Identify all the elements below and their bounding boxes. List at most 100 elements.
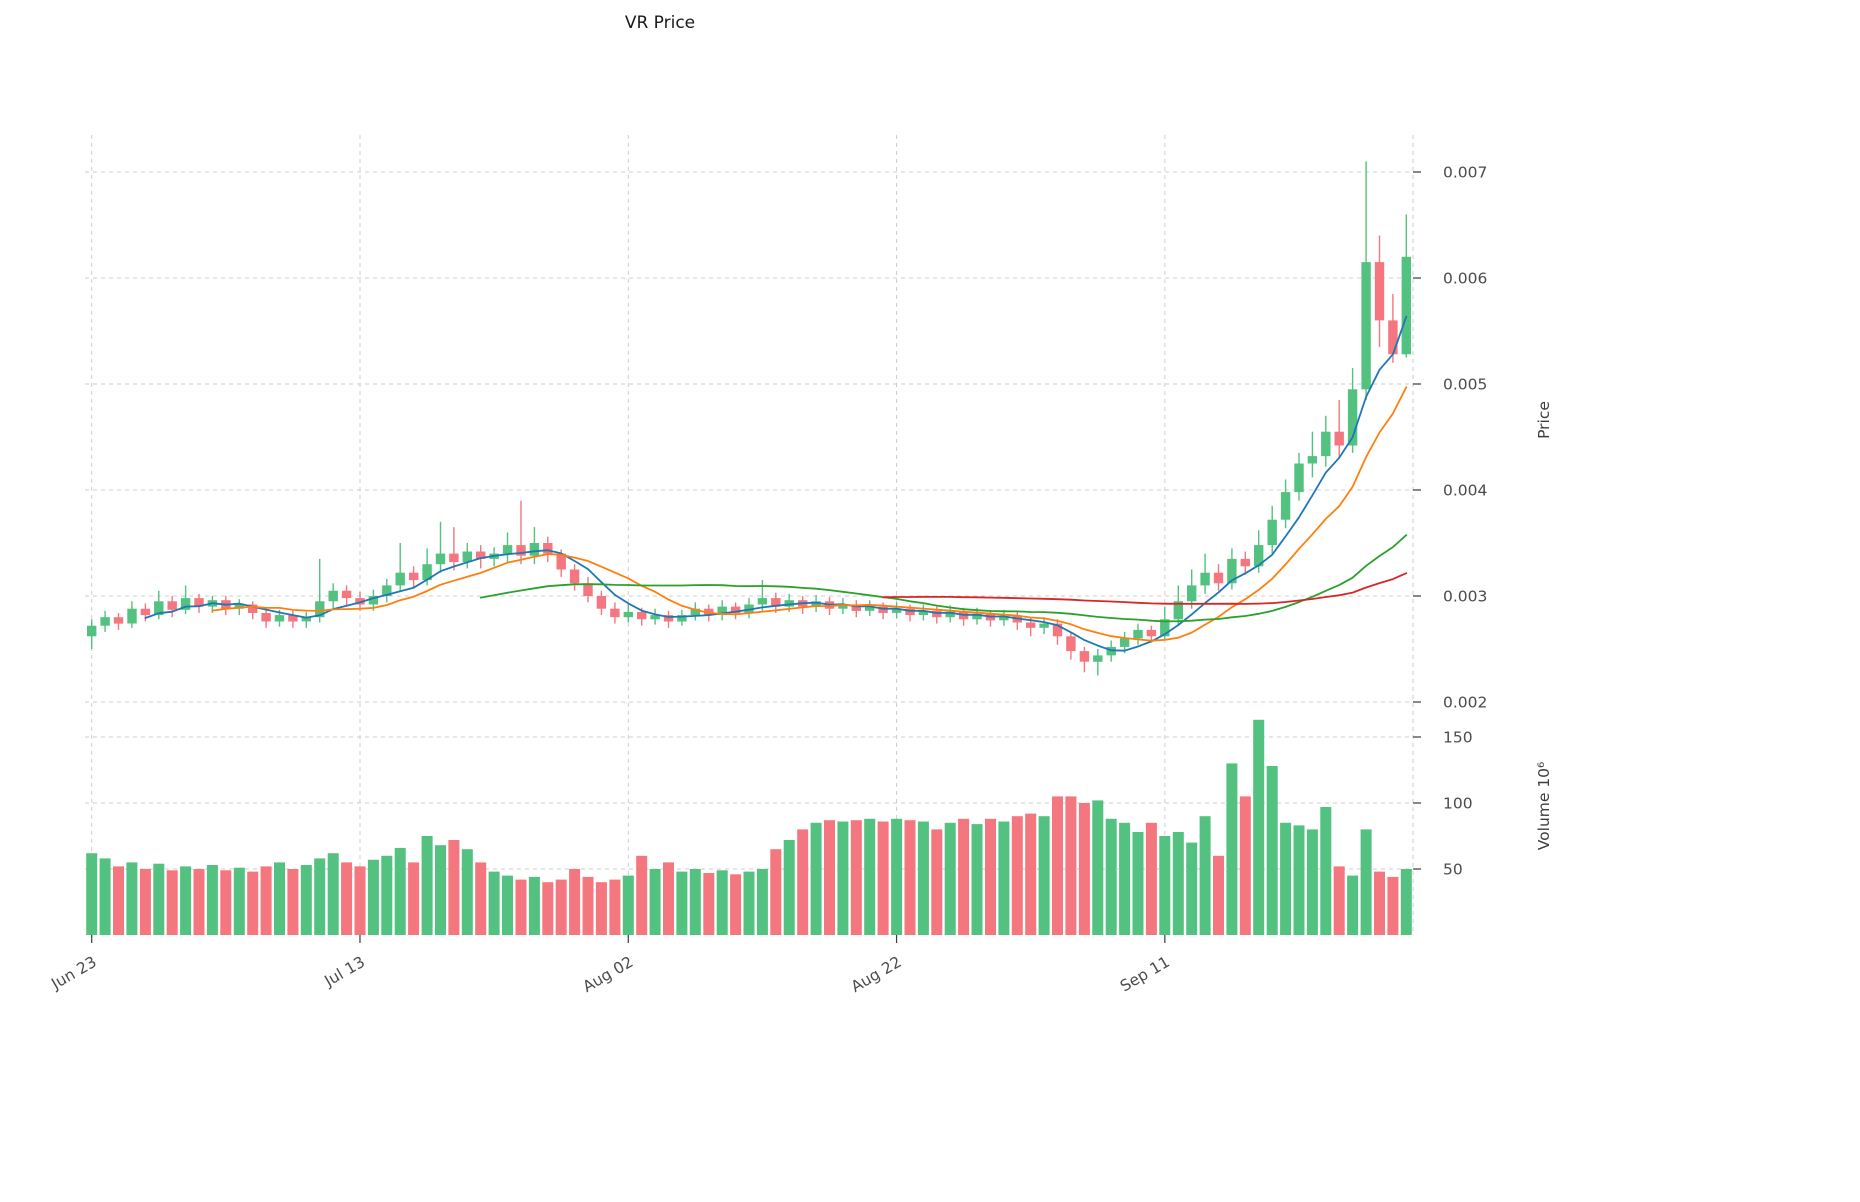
volume-bar (783, 840, 795, 935)
volume-bar (904, 820, 916, 935)
volume-bar (327, 853, 339, 935)
volume-bar (622, 875, 634, 935)
volume-bar (1320, 807, 1332, 935)
candle-body (690, 608, 700, 616)
volume-bar (1333, 866, 1345, 935)
candle-body (113, 617, 124, 624)
candle-body (543, 543, 553, 554)
candle-body (1334, 431, 1344, 446)
volume-bar (488, 871, 500, 935)
volume-bar (166, 870, 178, 935)
candle-body (288, 615, 298, 622)
candle-body (409, 572, 419, 581)
candle-body (851, 604, 861, 611)
candle-body (757, 598, 768, 605)
volume-bar (1038, 816, 1050, 935)
volume-bar (1400, 869, 1412, 935)
candle-body (502, 545, 513, 554)
volume-bar (1186, 842, 1198, 935)
candle-body (730, 606, 741, 613)
price-tick-label: 0.004 (1443, 482, 1487, 500)
volume-bar (770, 849, 782, 935)
candle-body (1200, 572, 1210, 586)
candle-body (1388, 320, 1398, 355)
volume-bar (220, 870, 232, 935)
volume-bar (850, 820, 862, 935)
candle-body (1307, 456, 1318, 464)
volume-layer (86, 719, 1412, 935)
candle-body (100, 617, 110, 626)
volume-bar (408, 862, 420, 935)
volume-bar (931, 829, 943, 935)
ma-line-5 (144, 315, 1408, 652)
volume-bar (421, 836, 433, 935)
volume-bar (730, 874, 742, 935)
price-axis-label: Price (1535, 401, 1553, 439)
candle-body (395, 572, 405, 586)
candle-body (905, 608, 915, 616)
volume-bar (1266, 766, 1278, 935)
volume-bar (1199, 816, 1211, 935)
volume-bar (1213, 855, 1224, 935)
candle-body (784, 600, 794, 607)
candle-body (999, 616, 1009, 621)
volume-bar (649, 869, 661, 935)
candle-body (1347, 389, 1358, 446)
candle-body (1267, 519, 1277, 546)
volume-bar (180, 866, 192, 935)
volume-bar (341, 862, 353, 935)
candle-body (301, 617, 311, 622)
candle-body (87, 625, 97, 637)
candle-body (368, 596, 379, 605)
volume-bar (206, 865, 218, 935)
candle-body (596, 596, 607, 609)
volume-bar (1092, 800, 1104, 935)
price-tick-label: 0.002 (1443, 694, 1487, 712)
volume-bar (1239, 796, 1251, 935)
candle-body (717, 606, 727, 616)
volume-bar (555, 879, 567, 935)
candle-body (1321, 431, 1331, 457)
candle-body (234, 604, 244, 609)
volume-bar (461, 849, 473, 935)
volume-bar (1159, 836, 1171, 935)
date-tick-label: Jun 23 (48, 953, 100, 994)
volume-tick-label: 150 (1443, 729, 1473, 747)
volume-bar (582, 876, 594, 935)
volume-bar (837, 821, 849, 935)
candle-body (1361, 262, 1371, 390)
volume-bar (877, 821, 889, 935)
candle-body (569, 569, 580, 584)
candle-body (435, 553, 446, 565)
date-tick-label: Aug 22 (848, 953, 905, 996)
candle-body (1401, 256, 1411, 355)
candle-body (1294, 463, 1304, 493)
candles-layer (87, 161, 1411, 676)
volume-bar (1025, 813, 1037, 935)
candle-body (623, 611, 633, 618)
candle-body (1374, 262, 1385, 321)
candle-body (771, 598, 781, 607)
volume-bar (756, 869, 768, 935)
volume-bar (515, 879, 527, 935)
volume-bar (1052, 796, 1063, 935)
candle-body (610, 608, 620, 618)
date-tick-label: Sep 11 (1117, 953, 1173, 996)
volume-bar (314, 858, 326, 935)
candle-body (838, 604, 848, 609)
candle-body (476, 551, 486, 559)
candle-body (865, 606, 875, 611)
volume-bar (595, 882, 607, 935)
candle-body (328, 590, 338, 602)
candle-body (1079, 651, 1090, 662)
volume-bar (1105, 818, 1117, 935)
volume-bar (354, 866, 366, 935)
candle-body (1093, 655, 1103, 662)
volume-axis-label: Volume 10⁶ (1535, 762, 1553, 851)
volume-bar (810, 822, 822, 935)
volume-bar (1360, 829, 1372, 935)
volume-bar (86, 853, 98, 935)
volume-bar (1172, 832, 1184, 935)
candle-body (1173, 601, 1183, 620)
